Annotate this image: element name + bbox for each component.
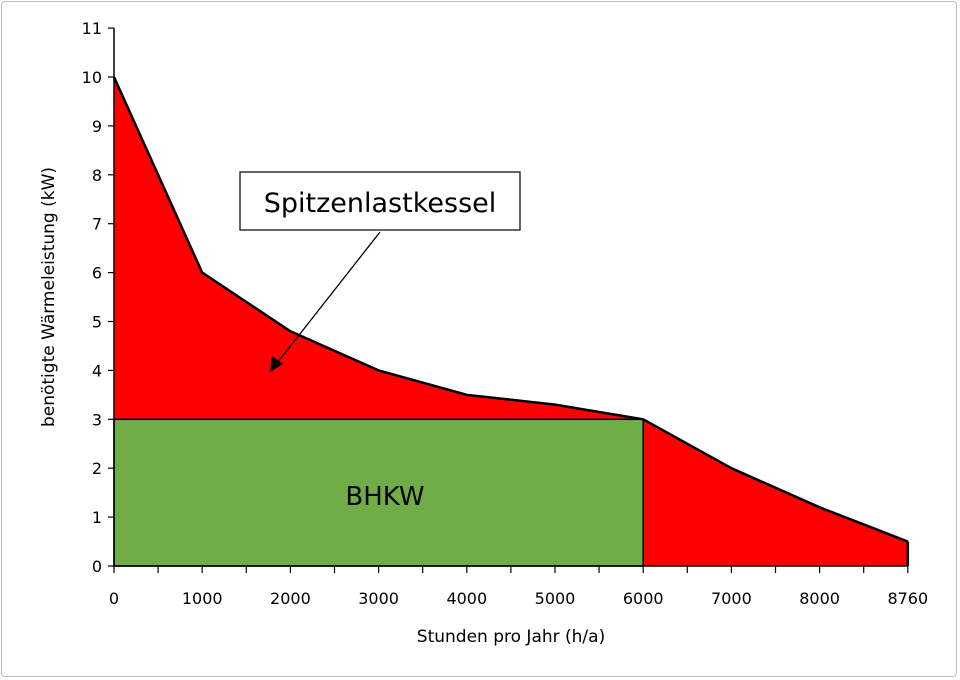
x-tick-label: 4000 xyxy=(446,589,487,608)
y-tick-label: 0 xyxy=(92,557,102,576)
y-tick-label: 7 xyxy=(92,215,102,234)
callout-label: Spitzenlastkessel xyxy=(264,188,497,219)
bhkw-label: BHKW xyxy=(345,482,424,512)
x-tick-label: 7000 xyxy=(711,589,752,608)
x-axis-label: Stunden pro Jahr (h/a) xyxy=(417,627,605,647)
y-tick-label: 11 xyxy=(82,19,102,38)
x-tick-label: 2000 xyxy=(270,589,311,608)
series-area-bhkw xyxy=(113,418,644,567)
y-tick-label: 1 xyxy=(92,508,102,527)
x-tick-label: 3000 xyxy=(358,589,399,608)
x-tick-label: 0 xyxy=(109,589,119,608)
x-tick-label: 6000 xyxy=(623,589,664,608)
y-tick-label: 4 xyxy=(92,361,102,380)
x-tick-label: 8760 xyxy=(887,589,928,608)
x-tick-label: 1000 xyxy=(182,589,223,608)
y-axis-label: benötigte Wärmeleistung (kW) xyxy=(39,167,59,427)
callout-arrow-line xyxy=(273,231,381,368)
y-tick-label: 8 xyxy=(92,166,102,185)
y-tick-label: 6 xyxy=(92,264,102,283)
y-tick-label: 2 xyxy=(92,459,102,478)
callout-arrow-head-icon xyxy=(270,356,283,372)
callout-box xyxy=(239,171,521,231)
y-tick-label: 9 xyxy=(92,117,102,136)
series-line-spitzenlastkessel xyxy=(112,76,909,543)
x-tick-label: 8000 xyxy=(799,589,840,608)
y-tick-label: 5 xyxy=(92,313,102,332)
y-tick-label: 10 xyxy=(82,68,102,87)
x-tick-label: 5000 xyxy=(535,589,576,608)
y-tick-label: 3 xyxy=(92,410,102,429)
